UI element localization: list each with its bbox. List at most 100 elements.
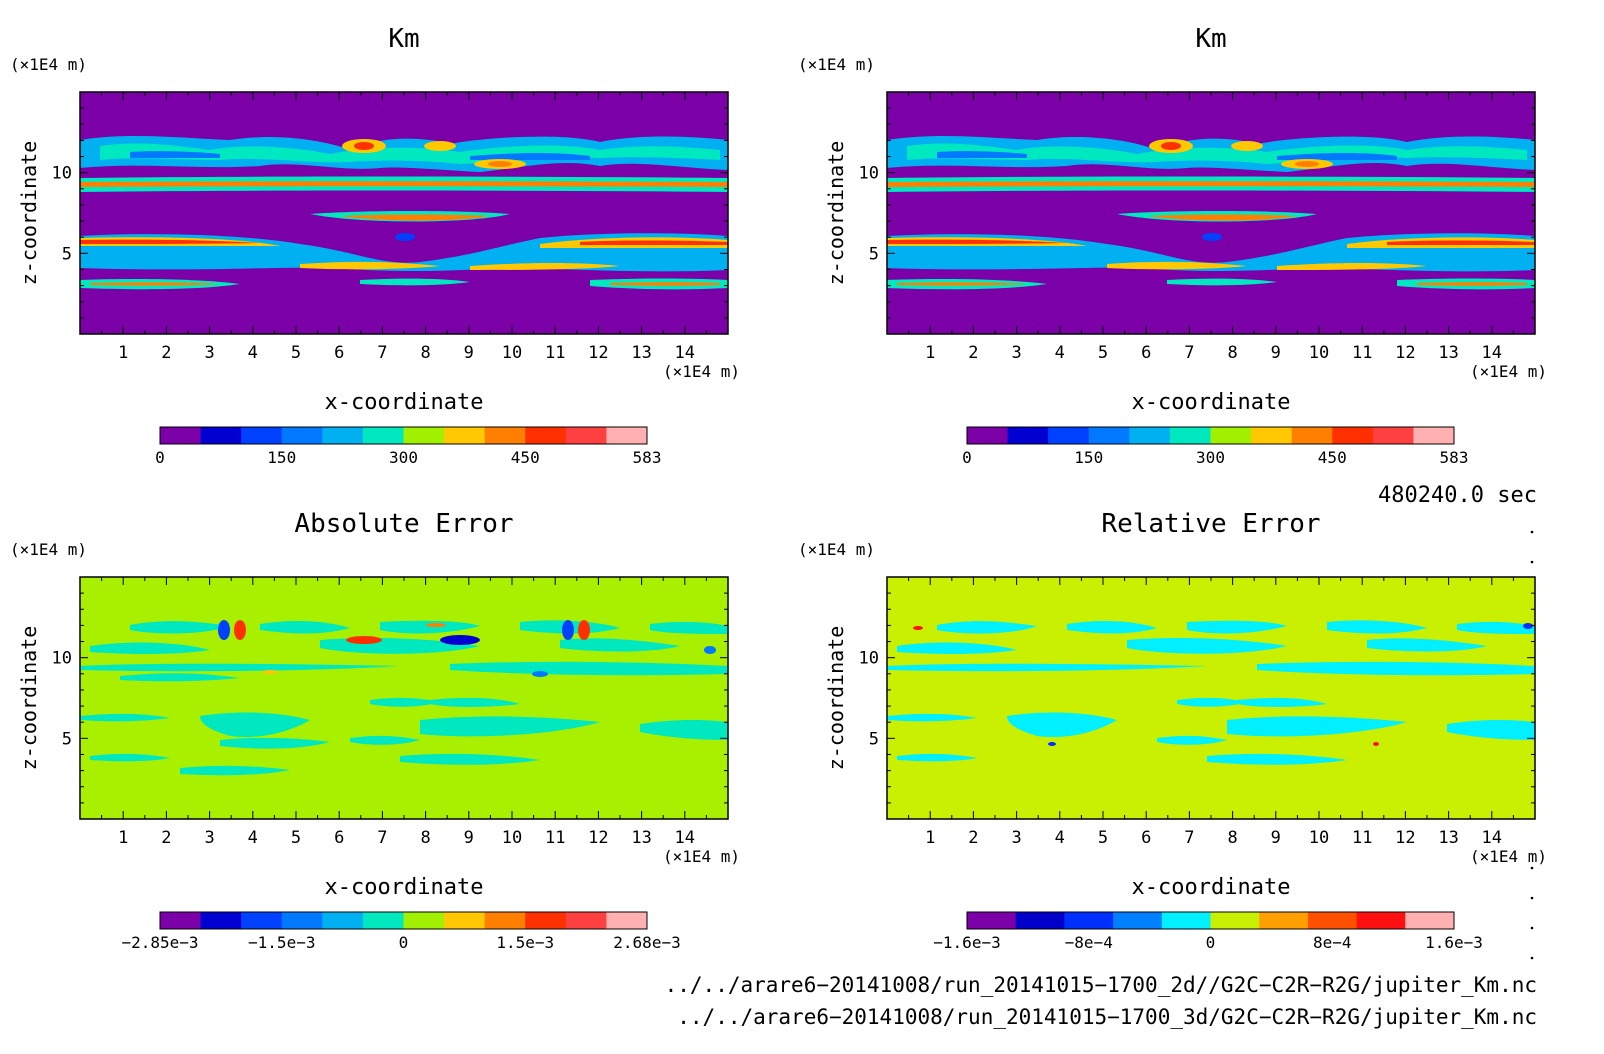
colorbar-swatch bbox=[967, 427, 1009, 444]
x-tick-label: 12 bbox=[1395, 343, 1415, 363]
colorbar-swatch bbox=[1413, 427, 1455, 444]
panel-title: Km bbox=[388, 24, 419, 54]
x-tick-label: 14 bbox=[675, 828, 695, 848]
x-tick-label: 2 bbox=[968, 343, 978, 363]
colorbar-tick-label: 150 bbox=[1074, 448, 1103, 467]
contour-band-upper-core bbox=[937, 151, 1397, 160]
x-tick-label: 5 bbox=[1098, 343, 1108, 363]
contour-jet-bottom bbox=[90, 282, 720, 286]
x-tick-label: 1 bbox=[118, 343, 128, 363]
colorbar-swatch bbox=[444, 912, 486, 929]
x-tick-label: 9 bbox=[464, 343, 474, 363]
contour-hotspot bbox=[424, 141, 456, 151]
colorbar-swatch bbox=[1291, 427, 1333, 444]
colorbar-tick-label: −2.85e−3 bbox=[121, 933, 198, 952]
colorbar-swatch bbox=[525, 912, 567, 929]
colorbar-swatch bbox=[200, 912, 242, 929]
colorbar-swatch bbox=[606, 427, 648, 444]
x-tick-label: 2 bbox=[968, 828, 978, 848]
colorbar-tick-label: −1.6e−3 bbox=[933, 933, 1000, 952]
y-ticks: 5 10 bbox=[859, 576, 1535, 820]
colorbar-tick-label: 0 bbox=[155, 448, 165, 467]
y-ticks: 5 10 bbox=[859, 91, 1535, 335]
colorbar-swatch bbox=[1161, 912, 1211, 929]
x-tick-label: 1 bbox=[925, 828, 935, 848]
colorbar-tick-label: 300 bbox=[1196, 448, 1225, 467]
colorbar-swatch bbox=[281, 427, 323, 444]
x-tick-label: 10 bbox=[502, 343, 522, 363]
error-contours bbox=[80, 620, 728, 776]
x-tick-label: 14 bbox=[1482, 828, 1502, 848]
colorbar-tick-label: 450 bbox=[1318, 448, 1347, 467]
y-unit-label: (×1E4 m) bbox=[798, 540, 875, 559]
colorbar-swatch bbox=[322, 427, 364, 444]
colorbar-frame bbox=[159, 426, 648, 445]
x-tick-label: 6 bbox=[334, 828, 344, 848]
x-tick-label: 11 bbox=[545, 828, 565, 848]
contour-hotspot bbox=[354, 142, 374, 150]
x-tick-label: 4 bbox=[1055, 828, 1065, 848]
x-tick-label: 4 bbox=[248, 828, 258, 848]
x-tick-label: 5 bbox=[291, 343, 301, 363]
colorbar-tick-label: 300 bbox=[389, 448, 418, 467]
colorbar-tick-label: 1.6e−3 bbox=[1425, 933, 1483, 952]
field-contours bbox=[80, 135, 728, 290]
colorbar-swatch bbox=[1015, 912, 1065, 929]
colorbar-frame bbox=[966, 426, 1455, 445]
colorbar-frame bbox=[159, 911, 648, 930]
x-tick-label: 3 bbox=[1011, 343, 1021, 363]
x-axis-label: x-coordinate bbox=[325, 875, 484, 900]
x-tick-label: 1 bbox=[118, 828, 128, 848]
x-unit-label: (×1E4 m) bbox=[663, 362, 740, 381]
y-ticks: 5 10 bbox=[52, 576, 728, 820]
colorbar-swatch bbox=[1169, 427, 1211, 444]
x-ticks: 1 2 3 4 5 6 7 8 9 10 11 12 13 14 bbox=[79, 92, 729, 363]
x-tick-label: 11 bbox=[1352, 828, 1372, 848]
contour-band-lower-inner bbox=[300, 261, 620, 270]
colorbar-swatch bbox=[484, 912, 526, 929]
contour-jet-bottom bbox=[80, 278, 728, 290]
colorbar-swatch bbox=[362, 427, 404, 444]
x-tick-label: 8 bbox=[1227, 828, 1237, 848]
error-extremes bbox=[218, 620, 716, 677]
x-tick-label: 9 bbox=[464, 828, 474, 848]
x-tick-label: 6 bbox=[1141, 828, 1151, 848]
x-tick-label: 3 bbox=[204, 828, 214, 848]
x-tick-label: 6 bbox=[1141, 343, 1151, 363]
colorbar-swatch bbox=[1113, 912, 1163, 929]
contour-jet bbox=[340, 214, 490, 221]
x-tick-label: 12 bbox=[1395, 828, 1415, 848]
x-tick-label: 13 bbox=[1438, 828, 1458, 848]
x-tick-label: 14 bbox=[675, 343, 695, 363]
x-tick-label: 2 bbox=[161, 828, 171, 848]
colorbar-swatch bbox=[1259, 912, 1309, 929]
x-tick-label: 5 bbox=[1098, 828, 1108, 848]
colorbar-tick-label: 8e−4 bbox=[1313, 933, 1352, 952]
colorbar-swatch bbox=[1332, 427, 1374, 444]
y-tick-label: 10 bbox=[859, 649, 879, 669]
x-unit-label: (×1E4 m) bbox=[663, 847, 740, 866]
file-path-1: ../../arare6−20141008/run_20141015−1700_… bbox=[665, 973, 1537, 997]
y-ticks: 5 10 bbox=[52, 91, 728, 335]
x-ticks: 1 2 3 4 5 6 7 8 9 10 11 12 13 14 bbox=[886, 92, 1536, 363]
colorbar-swatch bbox=[1048, 427, 1090, 444]
x-tick-label: 3 bbox=[204, 343, 214, 363]
y-tick-label: 10 bbox=[52, 164, 72, 184]
colorbar-swatch bbox=[1307, 912, 1358, 929]
x-tick-label: 3 bbox=[1011, 828, 1021, 848]
colorbar-tick-label: 1.5e−3 bbox=[496, 933, 554, 952]
x-tick-label: 9 bbox=[1271, 828, 1281, 848]
colorbar-tick-label: 0 bbox=[1206, 933, 1216, 952]
contour-jet bbox=[80, 181, 728, 187]
contour-band-lower-inner bbox=[887, 239, 1535, 245]
colorbar-tick-label: 2.68e−3 bbox=[613, 933, 680, 952]
plot-area bbox=[80, 92, 728, 334]
contour-hotspot bbox=[1231, 141, 1263, 151]
error-extremes bbox=[913, 623, 1533, 746]
colorbar-swatch bbox=[565, 912, 607, 929]
x-tick-label: 10 bbox=[502, 828, 522, 848]
colorbar-swatch bbox=[565, 427, 607, 444]
colorbar-swatch bbox=[444, 427, 486, 444]
x-tick-label: 13 bbox=[631, 828, 651, 848]
